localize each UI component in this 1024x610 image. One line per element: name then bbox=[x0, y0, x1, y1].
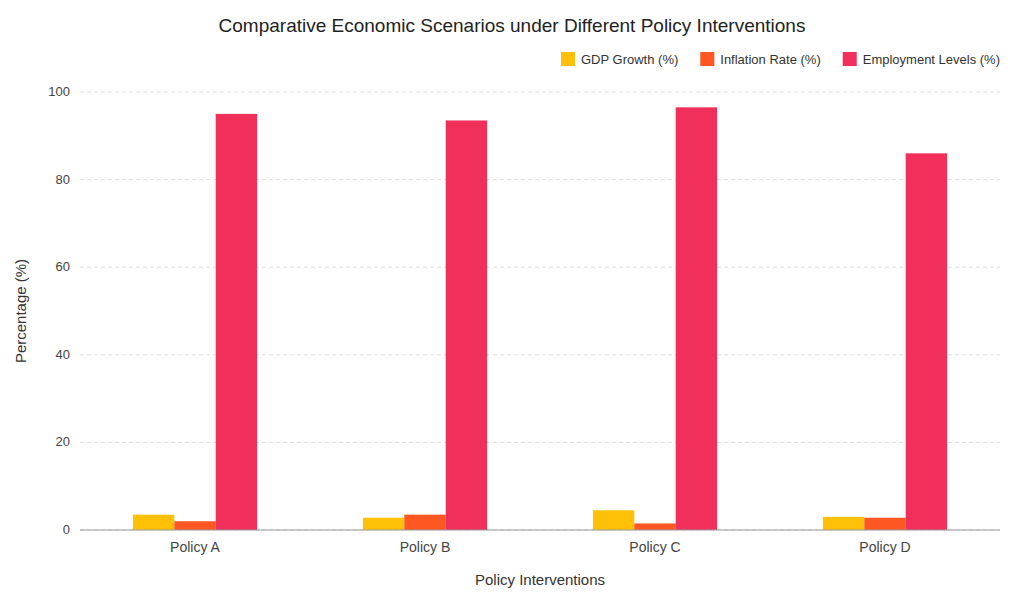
y-tick-label: 60 bbox=[56, 259, 70, 274]
y-tick-label: 80 bbox=[56, 172, 70, 187]
y-axis-label: Percentage (%) bbox=[12, 259, 29, 363]
bars bbox=[133, 107, 947, 530]
legend-swatch bbox=[843, 52, 857, 66]
y-tick-label: 20 bbox=[56, 434, 70, 449]
legend-label: Employment Levels (%) bbox=[863, 52, 1000, 67]
x-tick-label: Policy B bbox=[400, 539, 451, 555]
bar bbox=[823, 517, 864, 530]
x-axis-line bbox=[80, 530, 1000, 531]
legend: GDP Growth (%) Inflation Rate (%) Employme… bbox=[561, 52, 1000, 67]
bar bbox=[634, 523, 675, 530]
bar bbox=[864, 518, 905, 530]
y-tick-label: 100 bbox=[48, 84, 70, 99]
legend-swatch bbox=[700, 52, 714, 66]
legend-label: Inflation Rate (%) bbox=[720, 52, 820, 67]
x-tick-label: Policy C bbox=[629, 539, 680, 555]
legend-label: GDP Growth (%) bbox=[581, 52, 678, 67]
x-tick-label: Policy D bbox=[859, 539, 910, 555]
bar bbox=[906, 153, 947, 530]
bar bbox=[446, 120, 487, 530]
legend-item: Inflation Rate (%) bbox=[700, 52, 820, 67]
bar bbox=[404, 515, 445, 530]
legend-swatch bbox=[561, 52, 575, 66]
chart-container: Comparative Economic Scenarios under Dif… bbox=[0, 0, 1024, 610]
title: Comparative Economic Scenarios under Dif… bbox=[219, 15, 806, 36]
bar bbox=[363, 518, 404, 530]
x-axis-label: Policy Interventions bbox=[475, 571, 605, 588]
legend-item: GDP Growth (%) bbox=[561, 52, 678, 67]
bar bbox=[593, 510, 634, 530]
bar bbox=[133, 515, 174, 530]
bar bbox=[174, 521, 215, 530]
y-tick-label: 40 bbox=[56, 347, 70, 362]
legend-item: Employment Levels (%) bbox=[843, 52, 1000, 67]
x-axis: Policy A Policy B Policy C Policy D bbox=[80, 530, 1000, 555]
x-tick-label: Policy A bbox=[170, 539, 220, 555]
grid-line bbox=[80, 530, 1000, 531]
chart: Comparative Economic Scenarios under Dif… bbox=[0, 0, 1024, 610]
bar bbox=[216, 114, 257, 530]
y-axis: 0 20 40 60 80 100 bbox=[48, 84, 1000, 537]
y-tick-label: 0 bbox=[63, 522, 70, 537]
bar bbox=[676, 107, 717, 530]
grid-line bbox=[80, 92, 1000, 93]
